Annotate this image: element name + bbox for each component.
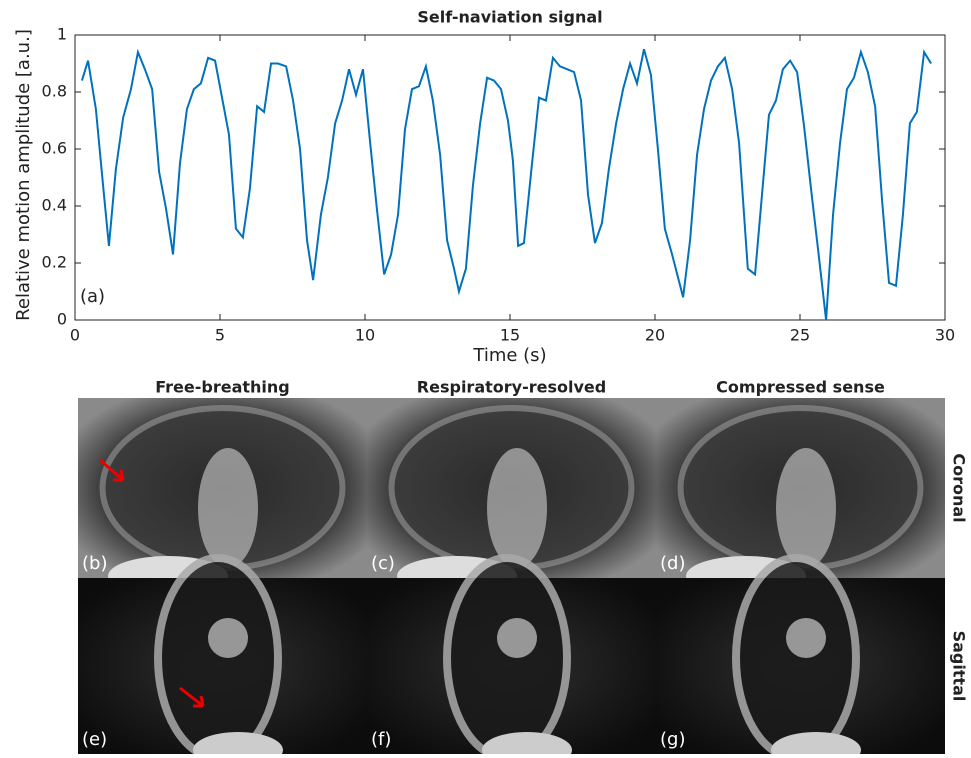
x-tick-label: 20 xyxy=(645,326,665,345)
column-title: Respiratory-resolved xyxy=(417,378,606,397)
panel-label: (c) xyxy=(371,553,395,574)
red-arrow xyxy=(99,458,125,482)
y-tick-label: 0.4 xyxy=(42,196,67,215)
x-tick-label: 25 xyxy=(790,326,810,345)
y-tick-label: 0.6 xyxy=(42,139,67,158)
annotation: (a) xyxy=(80,286,105,307)
anatomy xyxy=(154,554,282,758)
x-tick-label: 10 xyxy=(355,326,375,345)
anatomy xyxy=(771,732,861,758)
plot-frame xyxy=(74,34,946,321)
x-tick-label: 15 xyxy=(500,326,520,345)
column-title: Free-breathing xyxy=(155,378,290,397)
x-tick-label: 0 xyxy=(70,326,80,345)
anatomy xyxy=(443,554,571,758)
x-tick-label: 30 xyxy=(935,326,955,345)
anatomy xyxy=(776,448,836,568)
y-tick-label: 0.8 xyxy=(42,82,67,101)
column-title: Compressed sense xyxy=(716,378,885,397)
row-label: Sagittal xyxy=(950,631,969,702)
anatomy xyxy=(198,448,258,568)
row-label: Coronal xyxy=(950,453,969,522)
panel-label: (g) xyxy=(660,729,685,750)
chart-title: Self-naviation signal xyxy=(417,8,602,27)
anatomy xyxy=(487,448,547,568)
panel-label: (b) xyxy=(82,553,107,574)
red-arrow xyxy=(179,686,205,708)
anatomy xyxy=(497,618,537,658)
y-tick-label: 1 xyxy=(57,25,67,44)
image-panels: Free-breathing Respiratory-resolved Compre… xyxy=(78,378,969,758)
x-axis-label: Time (s) xyxy=(472,345,546,366)
anatomy xyxy=(208,618,248,658)
y-axis-label: Relative motion amplitude [a.u.] xyxy=(13,29,34,321)
anatomy xyxy=(732,554,860,758)
panel-label: (f) xyxy=(371,729,391,750)
anatomy xyxy=(193,732,283,758)
anatomy xyxy=(482,732,572,758)
anatomy xyxy=(786,618,826,658)
panel-label: (e) xyxy=(82,729,107,750)
signal-line xyxy=(81,48,932,321)
y-tick-label: 0.2 xyxy=(42,253,67,272)
panel-label: (d) xyxy=(660,553,685,574)
y-tick-label: 0 xyxy=(57,310,67,329)
x-tick-label: 5 xyxy=(215,326,225,345)
